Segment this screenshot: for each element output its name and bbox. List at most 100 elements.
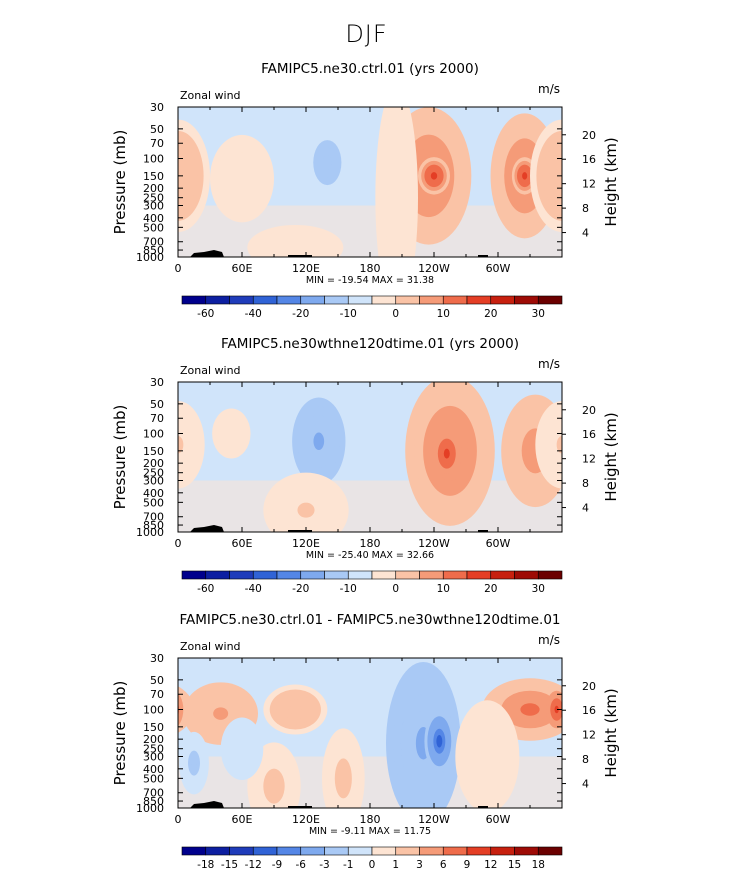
y-tick-label: 400 xyxy=(143,212,164,225)
colorbar-label: -3 xyxy=(319,859,329,871)
colorbar-swatch xyxy=(419,570,444,580)
y-axis-right-label: Height (km) xyxy=(602,137,620,226)
chart-title: FAMIPC5.ne30.ctrl.01 (yrs 2000) xyxy=(261,61,479,77)
colorbar-label: -20 xyxy=(292,308,309,320)
units-label: m/s xyxy=(538,82,560,96)
contour-blob xyxy=(322,155,333,171)
colorbar-label: 0 xyxy=(369,859,376,871)
contour-blob xyxy=(556,435,562,454)
colorbar-label: 0 xyxy=(392,583,399,595)
colorbar-swatch xyxy=(419,846,444,856)
colorbar-swatch xyxy=(229,570,254,580)
colorbar-swatch xyxy=(324,570,349,580)
y-tick-label: 500 xyxy=(143,221,164,234)
min-max-label: MIN = -25.40 MAX = 32.66 xyxy=(306,550,434,561)
height-tick-label: 4 xyxy=(582,778,589,791)
colorbar-swatch xyxy=(276,295,302,305)
contour-blob xyxy=(392,175,401,221)
y-tick-label: 200 xyxy=(143,733,164,746)
y-axis-right-label: Height (km) xyxy=(602,688,620,777)
colorbar-swatch xyxy=(300,295,325,305)
colorbar-label: 30 xyxy=(532,308,545,320)
height-tick-label: 8 xyxy=(582,202,589,215)
x-tick-label: 60E xyxy=(232,537,253,550)
colorbar-swatch xyxy=(490,570,515,580)
colorbar-label: -6 xyxy=(296,859,307,871)
figure-title: DJF xyxy=(345,20,388,48)
y-tick-label: 400 xyxy=(143,487,164,500)
y-tick-label: 50 xyxy=(150,123,164,136)
y-tick-label: 300 xyxy=(143,474,164,487)
contour-blob xyxy=(443,448,450,459)
chart-title: FAMIPC5.ne30wthne120dtime.01 (yrs 2000) xyxy=(221,336,519,352)
x-tick-label: 120E xyxy=(292,813,320,826)
zonal-wind-chart-3: FAMIPC5.ne30.ctrl.01 - FAMIPC5.ne30wthne… xyxy=(111,612,620,871)
topography-mark xyxy=(288,806,312,808)
y-tick-label: 150 xyxy=(143,445,164,458)
zonal-wind-chart-1: FAMIPC5.ne30.ctrl.01 (yrs 2000) Zonal win… xyxy=(111,61,620,320)
colorbar-swatch xyxy=(347,570,373,580)
y-axis-right-label: Height (km) xyxy=(602,412,620,501)
contour-blob xyxy=(237,742,247,755)
colorbar-label: 30 xyxy=(532,583,545,595)
variable-label: Zonal wind xyxy=(180,640,241,653)
contour-blob xyxy=(313,432,325,451)
panel-1: FAMIPC5.ne30.ctrl.01 (yrs 2000) Zonal win… xyxy=(0,55,733,320)
colorbar-label: -1 xyxy=(343,859,353,871)
y-tick-label: 250 xyxy=(143,743,164,756)
colorbar-label: 15 xyxy=(508,859,521,871)
x-tick-label: 180 xyxy=(360,813,381,826)
height-tick-label: 8 xyxy=(582,477,589,490)
y-tick-label: 850 xyxy=(143,244,164,257)
colorbar-swatch xyxy=(181,295,207,305)
y-axis-label: Pressure (mb) xyxy=(111,130,129,235)
colorbar-label: -15 xyxy=(221,859,238,871)
x-tick-label: 120W xyxy=(418,537,450,550)
y-tick-label: 1000 xyxy=(136,251,164,264)
height-tick-label: 4 xyxy=(582,502,589,515)
x-tick-label: 60E xyxy=(232,262,253,275)
height-tick-label: 4 xyxy=(582,227,589,240)
y-tick-label: 300 xyxy=(143,199,164,212)
colorbar-swatch xyxy=(181,570,207,580)
y-tick-label: 30 xyxy=(150,101,164,114)
zonal-wind-chart-2: FAMIPC5.ne30wthne120dtime.01 (yrs 2000) Z… xyxy=(111,336,620,595)
y-tick-label: 100 xyxy=(143,153,164,166)
colorbar-swatch xyxy=(300,570,325,580)
colorbar-swatch xyxy=(395,846,420,856)
y-tick-label: 300 xyxy=(143,750,164,763)
colorbar-swatch xyxy=(276,570,302,580)
contour-blob xyxy=(522,172,528,180)
y-tick-label: 700 xyxy=(143,511,164,524)
colorbar-swatch xyxy=(514,846,539,856)
colorbar-label: -60 xyxy=(197,308,214,320)
colorbar-swatch xyxy=(395,570,420,580)
colorbar-swatch xyxy=(324,295,349,305)
contour-field xyxy=(178,107,562,257)
y-tick-label: 150 xyxy=(143,170,164,183)
contour-blob xyxy=(286,662,326,678)
height-tick-label: 8 xyxy=(582,753,589,766)
colorbar-swatch xyxy=(395,295,420,305)
x-tick-label: 60W xyxy=(486,262,511,275)
colorbar-swatch xyxy=(442,570,468,580)
y-tick-label: 200 xyxy=(143,457,164,470)
y-tick-label: 200 xyxy=(143,182,164,195)
height-tick-label: 12 xyxy=(582,729,596,742)
x-tick-label: 120E xyxy=(292,537,320,550)
contour-blob xyxy=(227,428,236,439)
colorbar-swatch xyxy=(229,846,254,856)
x-tick-label: 0 xyxy=(175,537,182,550)
colorbar-label: 6 xyxy=(440,859,447,871)
contour-blob xyxy=(285,242,305,252)
panel-2: FAMIPC5.ne30wthne120dtime.01 (yrs 2000) Z… xyxy=(0,330,733,595)
colorbar-swatch xyxy=(466,295,492,305)
colorbar-swatch xyxy=(514,295,539,305)
height-tick-label: 20 xyxy=(582,404,596,417)
y-tick-label: 100 xyxy=(143,428,164,441)
colorbar-swatch xyxy=(371,570,397,580)
contour-field xyxy=(178,658,562,808)
colorbar-label: 9 xyxy=(464,859,471,871)
y-tick-label: 70 xyxy=(150,412,164,425)
contour-blob xyxy=(288,704,302,715)
